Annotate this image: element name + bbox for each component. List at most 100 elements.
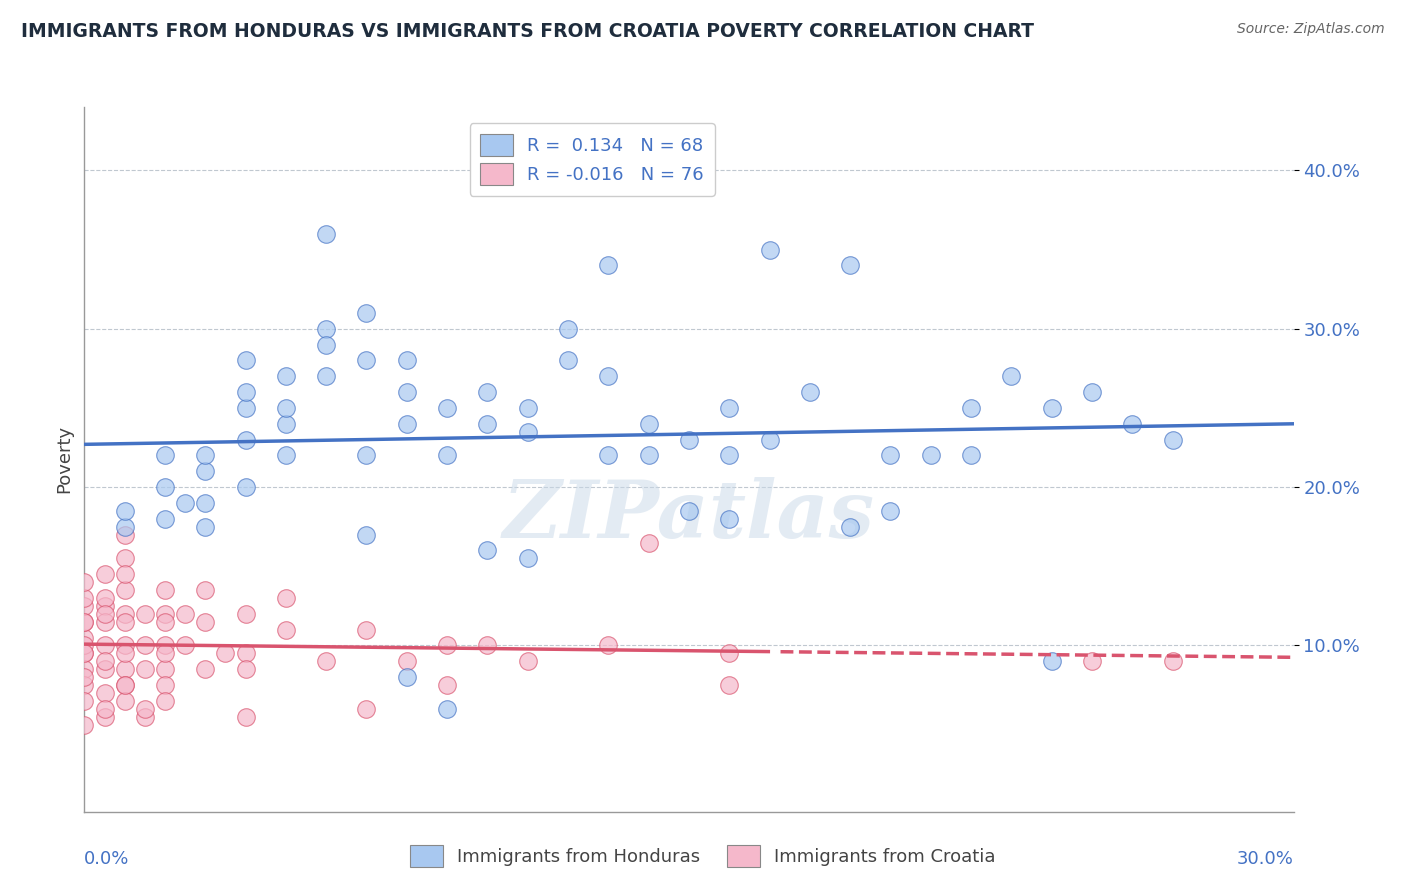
Point bbox=[839, 519, 862, 533]
Point bbox=[73, 591, 96, 605]
Point bbox=[395, 417, 418, 431]
Text: ZIPatlas: ZIPatlas bbox=[503, 477, 875, 555]
Point bbox=[436, 449, 458, 463]
Point bbox=[235, 607, 257, 621]
Point bbox=[134, 639, 156, 653]
Point bbox=[477, 639, 499, 653]
Point bbox=[194, 519, 217, 533]
Point bbox=[879, 449, 901, 463]
Point bbox=[73, 639, 96, 653]
Point bbox=[315, 227, 337, 241]
Point bbox=[395, 353, 418, 368]
Point bbox=[598, 449, 620, 463]
Point bbox=[274, 449, 297, 463]
Point bbox=[194, 496, 217, 510]
Point bbox=[1161, 433, 1184, 447]
Point bbox=[174, 639, 197, 653]
Point bbox=[235, 433, 257, 447]
Point bbox=[73, 646, 96, 660]
Point bbox=[153, 480, 176, 494]
Point bbox=[718, 449, 741, 463]
Point bbox=[598, 259, 620, 273]
Point bbox=[235, 662, 257, 676]
Point bbox=[114, 678, 136, 692]
Point bbox=[114, 639, 136, 653]
Point bbox=[114, 504, 136, 518]
Point bbox=[153, 607, 176, 621]
Point bbox=[758, 433, 780, 447]
Point bbox=[174, 607, 197, 621]
Point bbox=[194, 662, 217, 676]
Point bbox=[235, 385, 257, 400]
Point bbox=[93, 599, 115, 613]
Point bbox=[134, 702, 156, 716]
Text: 0.0%: 0.0% bbox=[84, 850, 129, 869]
Point bbox=[598, 369, 620, 384]
Point bbox=[93, 615, 115, 629]
Point bbox=[153, 639, 176, 653]
Point bbox=[598, 639, 620, 653]
Point bbox=[1040, 654, 1063, 668]
Point bbox=[274, 591, 297, 605]
Point bbox=[235, 709, 257, 723]
Point bbox=[153, 646, 176, 660]
Point bbox=[516, 401, 538, 415]
Point bbox=[114, 582, 136, 597]
Point bbox=[114, 527, 136, 541]
Point bbox=[436, 401, 458, 415]
Point bbox=[114, 662, 136, 676]
Point bbox=[235, 353, 257, 368]
Point bbox=[73, 694, 96, 708]
Point bbox=[235, 646, 257, 660]
Point bbox=[879, 504, 901, 518]
Point bbox=[194, 449, 217, 463]
Point bbox=[516, 551, 538, 566]
Point bbox=[356, 702, 378, 716]
Point bbox=[114, 607, 136, 621]
Point bbox=[356, 449, 378, 463]
Point bbox=[93, 702, 115, 716]
Point bbox=[758, 243, 780, 257]
Text: Source: ZipAtlas.com: Source: ZipAtlas.com bbox=[1237, 22, 1385, 37]
Point bbox=[960, 449, 983, 463]
Point bbox=[678, 504, 700, 518]
Point bbox=[93, 709, 115, 723]
Point bbox=[114, 646, 136, 660]
Point bbox=[477, 417, 499, 431]
Point bbox=[134, 709, 156, 723]
Point bbox=[194, 582, 217, 597]
Point bbox=[93, 607, 115, 621]
Point bbox=[153, 662, 176, 676]
Point bbox=[557, 322, 579, 336]
Point bbox=[235, 401, 257, 415]
Point bbox=[93, 662, 115, 676]
Legend: Immigrants from Honduras, Immigrants from Croatia: Immigrants from Honduras, Immigrants fro… bbox=[404, 838, 1002, 874]
Y-axis label: Poverty: Poverty bbox=[55, 425, 73, 493]
Text: 30.0%: 30.0% bbox=[1237, 850, 1294, 869]
Point bbox=[1040, 401, 1063, 415]
Point bbox=[718, 401, 741, 415]
Point bbox=[274, 417, 297, 431]
Point bbox=[73, 670, 96, 684]
Point bbox=[960, 401, 983, 415]
Point bbox=[920, 449, 942, 463]
Point bbox=[194, 464, 217, 478]
Point bbox=[274, 623, 297, 637]
Point bbox=[214, 646, 236, 660]
Point bbox=[153, 678, 176, 692]
Point bbox=[356, 306, 378, 320]
Point bbox=[114, 519, 136, 533]
Point bbox=[73, 575, 96, 590]
Point bbox=[73, 599, 96, 613]
Point bbox=[637, 449, 659, 463]
Point bbox=[93, 654, 115, 668]
Point bbox=[557, 353, 579, 368]
Point bbox=[93, 639, 115, 653]
Point bbox=[1081, 654, 1104, 668]
Point bbox=[637, 417, 659, 431]
Point bbox=[315, 337, 337, 351]
Point bbox=[134, 662, 156, 676]
Point bbox=[718, 512, 741, 526]
Point bbox=[194, 615, 217, 629]
Point bbox=[153, 615, 176, 629]
